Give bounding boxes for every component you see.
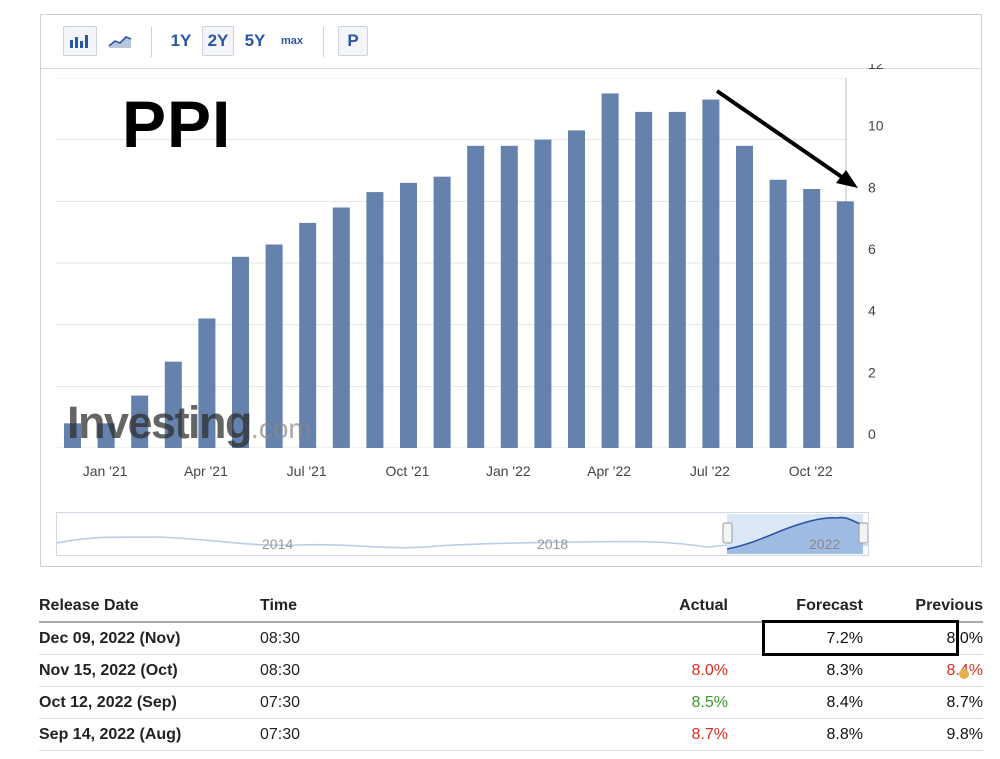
forecast-cell: 8.8% [728, 718, 863, 751]
table-row: Nov 15, 2022 (Oct)08:308.0%8.3%8.4% [39, 654, 983, 687]
range-navigator[interactable]: 2014 2018 2022 [56, 512, 869, 556]
bar[interactable] [568, 130, 585, 448]
release-date-cell: Dec 09, 2022 (Nov) [39, 622, 260, 655]
x-tick-label: Jul '21 [287, 463, 327, 479]
annotation-title: PPI [122, 87, 232, 161]
p-button[interactable]: P [338, 26, 368, 56]
bar[interactable] [736, 145, 753, 448]
bar[interactable] [836, 201, 854, 448]
bar[interactable] [668, 111, 686, 448]
y-tick-label: 2 [868, 364, 876, 380]
table-row: Dec 09, 2022 (Nov) 08:30 7.2% 8.0% [39, 622, 983, 655]
navigator-right-handle [858, 522, 869, 544]
time-cell: 08:30 [260, 622, 605, 655]
range-2y-button[interactable]: 2Y [202, 26, 234, 56]
range-max-button[interactable]: max [280, 35, 304, 47]
header-actual: Actual [605, 590, 728, 623]
navigator-label: 2014 [262, 536, 293, 552]
bar[interactable] [534, 139, 552, 448]
x-tick-label: Jul '22 [690, 463, 730, 479]
bar[interactable] [500, 145, 518, 448]
bar[interactable] [265, 244, 283, 449]
actual-cell: 8.0% [605, 654, 728, 687]
revision-dot-icon [959, 669, 969, 679]
range-1y-button[interactable]: 1Y [170, 31, 192, 50]
bar[interactable] [232, 256, 249, 448]
time-cell: 07:30 [260, 686, 605, 719]
bar-chart-icon [70, 35, 88, 48]
forecast-cell: 8.4% [728, 686, 863, 719]
bar[interactable] [164, 361, 182, 448]
y-tick-label: 0 [868, 426, 876, 442]
bar-chart-button[interactable] [63, 26, 97, 56]
y-tick-label: 8 [868, 179, 876, 195]
y-tick-label: 10 [868, 118, 884, 134]
forecast-cell: 7.2% [728, 622, 863, 655]
watermark-suffix: .com [251, 413, 312, 444]
header-release-date: Release Date [39, 590, 260, 623]
bar[interactable] [64, 423, 81, 448]
release-date-cell: Oct 12, 2022 (Sep) [39, 686, 260, 719]
chart-toolbar: 1Y 2Y 5Y max P [41, 15, 981, 69]
toolbar-separator [151, 27, 152, 57]
x-tick-label: Jan '22 [486, 463, 531, 479]
y-tick-label: 6 [868, 241, 876, 257]
navigator-label: 2022 [809, 536, 840, 552]
x-tick-label: Jan '21 [83, 463, 128, 479]
area-chart-button[interactable] [103, 26, 137, 56]
y-axis-labels: 0 2 4 6 8 10 12 [868, 64, 884, 442]
bar[interactable] [467, 145, 485, 448]
navigator-left-handle [722, 522, 733, 544]
bar[interactable] [400, 182, 417, 448]
bar[interactable] [332, 207, 350, 449]
bar[interactable] [769, 179, 787, 448]
header-forecast: Forecast [728, 590, 863, 623]
bar[interactable] [803, 189, 821, 448]
table-row: Oct 12, 2022 (Sep) 07:30 8.5% 8.4% 8.7% [39, 686, 983, 719]
highlight-box [762, 620, 959, 656]
header-previous: Previous [863, 590, 983, 623]
bar[interactable] [299, 222, 317, 448]
area-chart-icon [108, 36, 132, 48]
navigator-plot: 2014 2018 2022 [56, 514, 869, 554]
actual-cell: 8.5% [605, 686, 728, 719]
actual-cell [605, 622, 728, 655]
bar[interactable] [601, 93, 619, 448]
bar[interactable] [635, 111, 653, 448]
y-tick-label: 4 [868, 303, 876, 319]
x-axis-labels: Jan '21 Apr '21 Jul '21 Oct '21 Jan '22 Apr '… [83, 463, 833, 479]
bar[interactable] [131, 395, 149, 448]
bar[interactable] [433, 176, 451, 448]
x-tick-label: Apr '21 [184, 463, 228, 479]
x-tick-label: Oct '21 [386, 463, 430, 479]
bar[interactable] [702, 99, 720, 448]
watermark-brand: Investing [67, 397, 253, 448]
time-cell: 08:30 [260, 654, 605, 687]
bar[interactable] [97, 423, 115, 448]
toolbar-separator [323, 27, 324, 57]
time-cell: 07:30 [260, 718, 605, 751]
table-row: Sep 14, 2022 (Aug) 07:30 8.7% 8.8% 9.8% [39, 718, 983, 751]
table-header-row: Release Date Time Actual Forecast Previo… [39, 590, 983, 623]
release-table: Release Date Time Actual Forecast Previo… [39, 590, 983, 751]
actual-cell: 8.7% [605, 718, 728, 751]
x-tick-label: Oct '22 [789, 463, 833, 479]
previous-cell: 9.8% [863, 718, 983, 751]
previous-cell: 8.0% [863, 622, 983, 655]
investing-watermark: Investing.com [67, 397, 312, 449]
range-5y-button[interactable]: 5Y [244, 31, 266, 50]
navigator-label: 2018 [537, 536, 568, 552]
release-date-cell: Sep 14, 2022 (Aug) [39, 718, 260, 751]
forecast-cell: 8.3% [728, 654, 863, 687]
previous-cell: 8.7% [863, 686, 983, 719]
release-date-cell: Nov 15, 2022 (Oct) [39, 654, 260, 687]
x-tick-label: Apr '22 [587, 463, 631, 479]
bar[interactable] [366, 192, 384, 448]
bar[interactable] [198, 318, 216, 449]
y-tick-label: 12 [868, 64, 884, 72]
header-time: Time [260, 590, 605, 623]
bar-chart [56, 78, 854, 449]
